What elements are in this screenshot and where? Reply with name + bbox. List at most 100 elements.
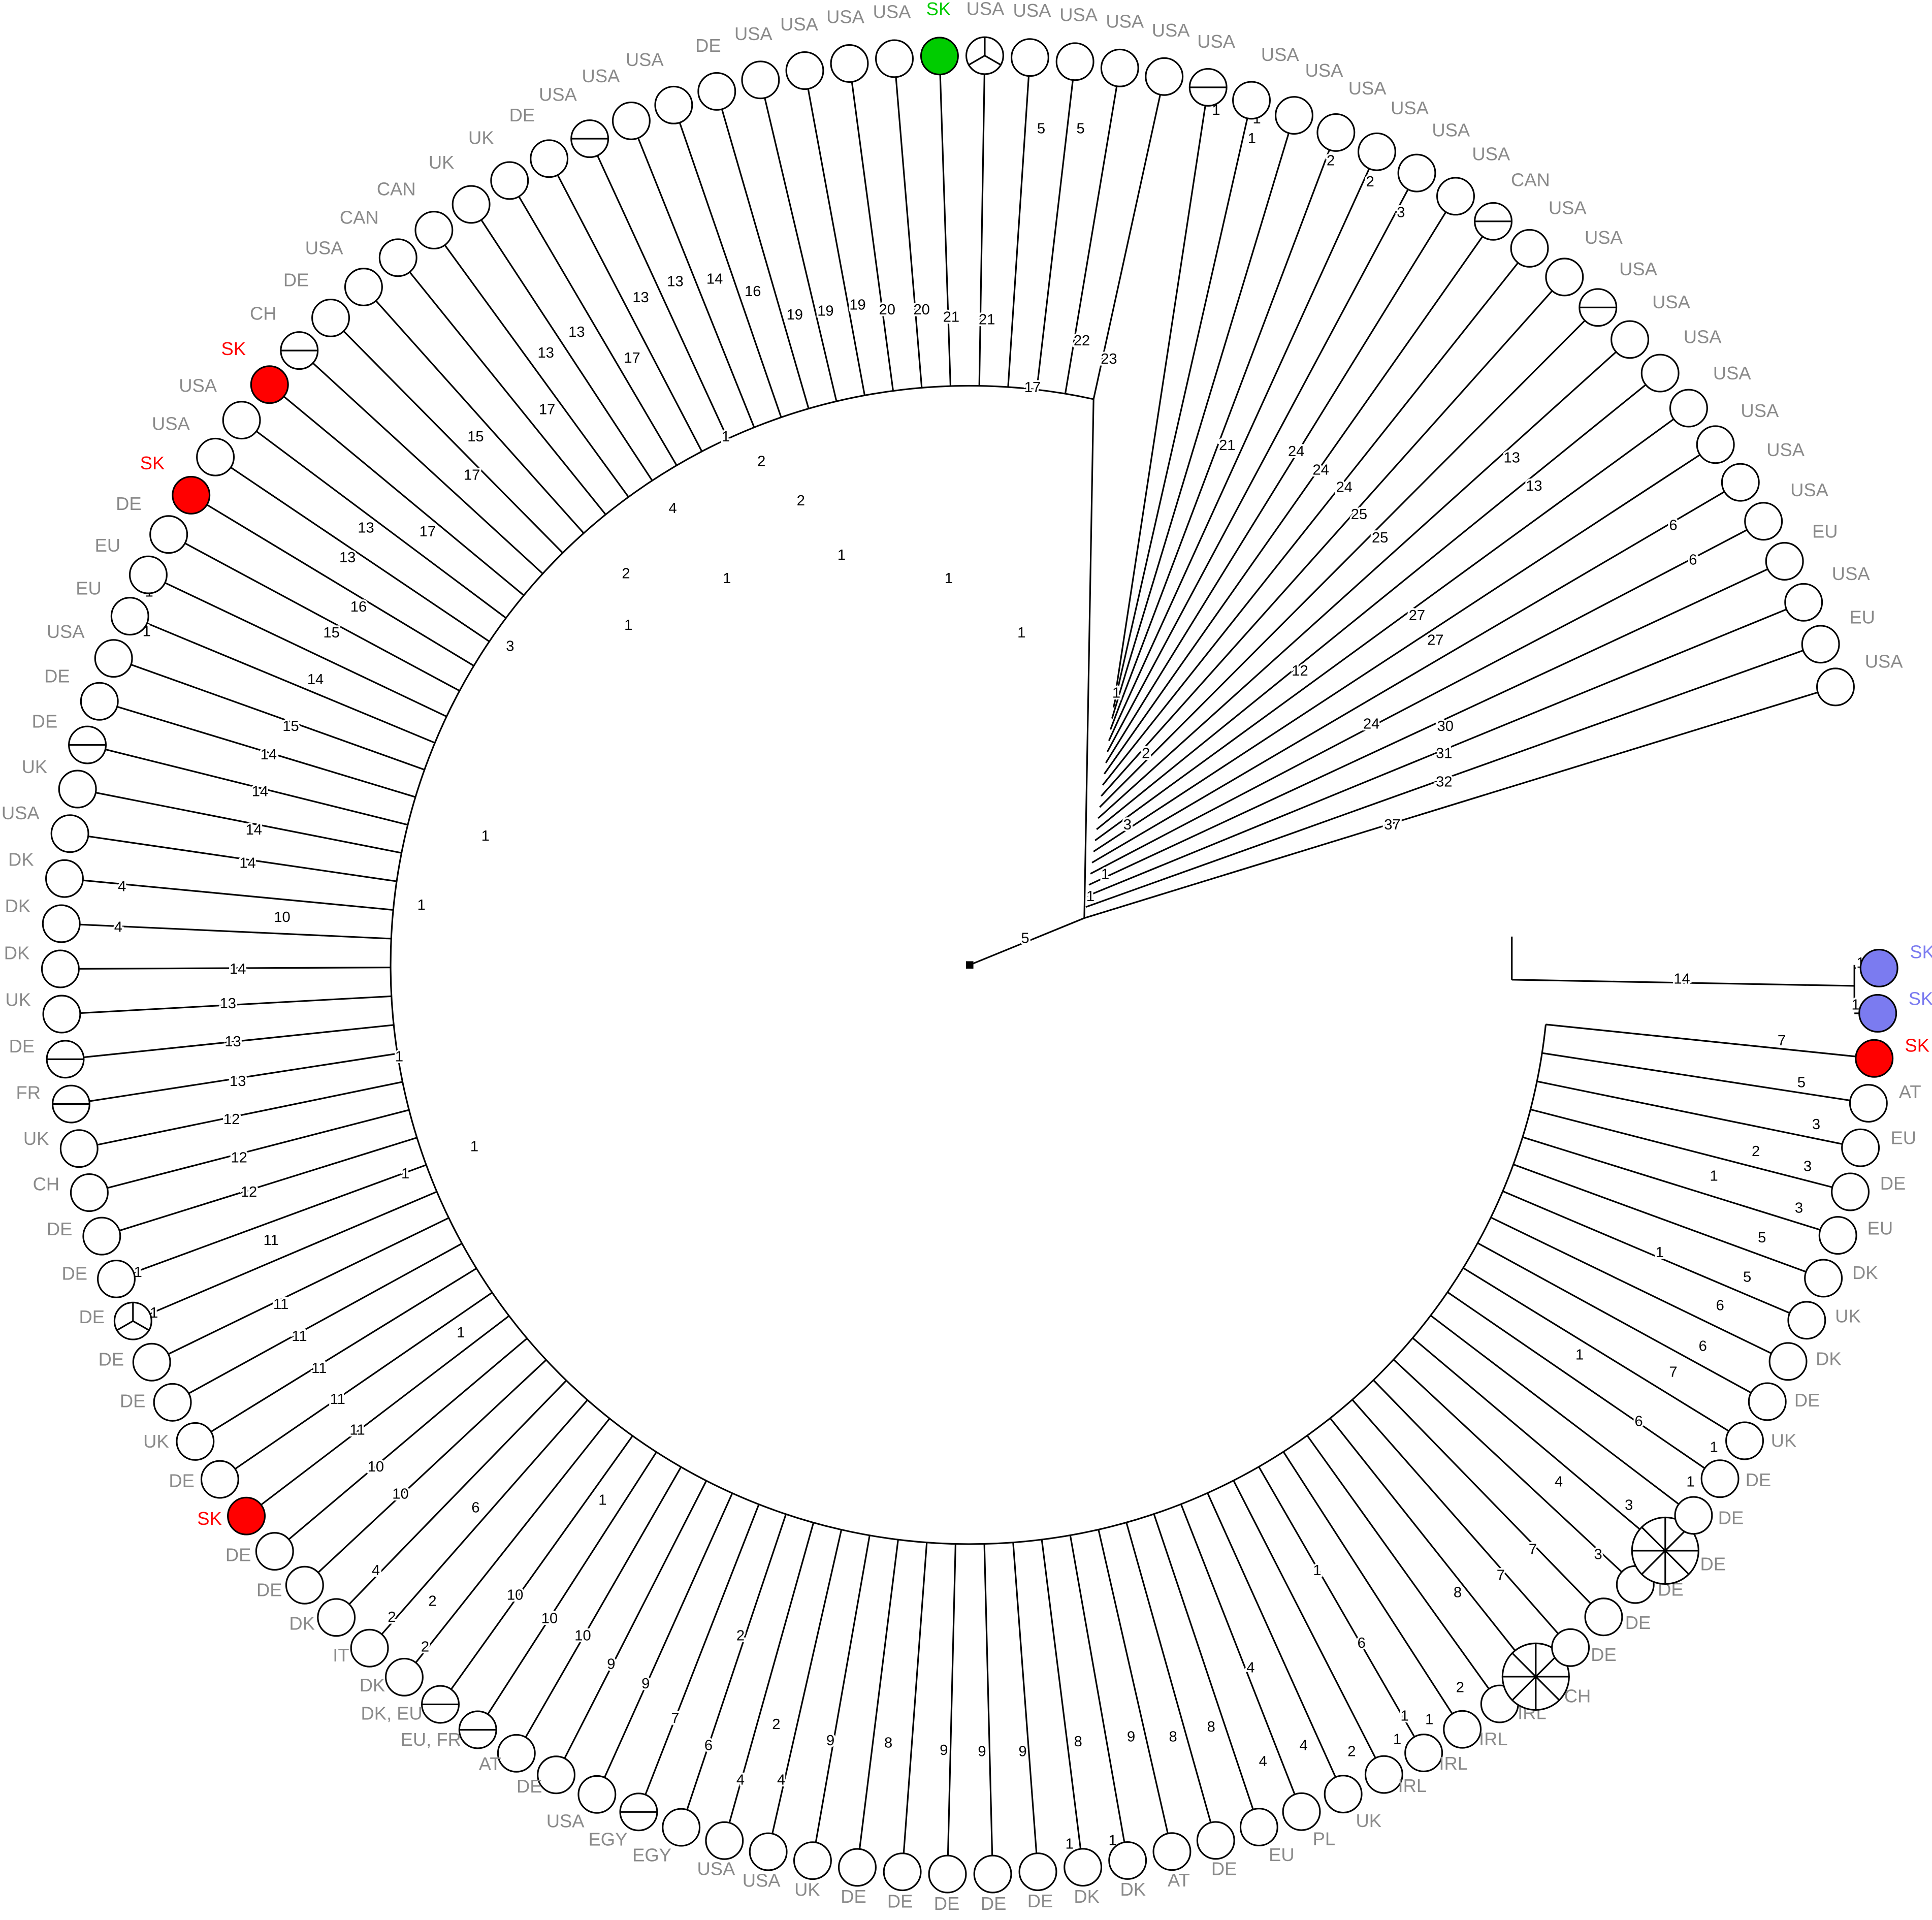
branch [215,456,490,643]
leaf: USA [179,375,261,440]
node-divider [1641,1550,1666,1575]
branch [893,58,923,388]
leaf-node [838,1848,877,1887]
branch [99,700,416,798]
leaf: CH [33,1173,109,1212]
branch [1094,407,1689,841]
leaf: DE [226,1532,294,1571]
leaf: DE [32,711,107,764]
branch [71,1052,398,1105]
edge-label: 24 [1363,716,1379,732]
edge-label: 24 [1288,443,1304,460]
leaf-label: UK [468,127,494,148]
edge-label: 8 [1207,1719,1215,1735]
leaf-node [200,1460,239,1499]
leaf-label: USA [1619,259,1658,279]
branch [1087,601,1804,897]
branch [61,995,392,1015]
leaf-node [785,51,824,90]
leaf-node [1196,1821,1235,1860]
branch [1108,151,1378,741]
leaf-label: EU [76,578,102,598]
leaf: USA [546,1775,617,1832]
leaf-node [1744,502,1783,541]
leaf-node [654,85,693,124]
branches [60,55,1879,1874]
leaf-node [1721,463,1760,502]
node-divider [1511,1652,1536,1678]
branch [848,63,894,391]
leaf-label: EU [1867,1218,1893,1239]
edge-label: 14 [246,822,262,838]
leaf: SK [1859,942,1932,987]
leaf: USA [1188,31,1236,107]
leaf: USA [1145,20,1190,96]
leaf-node [1364,1755,1403,1794]
edge-label: 1 [1393,1731,1401,1747]
leaf-label: DE [1794,1390,1820,1411]
branch [1102,247,1530,786]
leaf-label: EGY [632,1845,671,1866]
leaf-node [50,814,89,853]
branch [1282,1451,1463,1730]
edge-label: 10 [392,1486,408,1502]
leaf: SK [920,0,959,76]
edge-label: 1 [1313,1562,1321,1579]
leaf-node [149,515,188,554]
leaf: UK [468,127,529,200]
leaf-label: EU [1812,521,1838,542]
leaf: SK [1855,1035,1930,1078]
leaf-node [875,39,914,78]
edge-label: 37 [1384,817,1400,833]
leaf: DK, EU [361,1685,460,1724]
leaf: USA [1055,5,1098,81]
leaf-label: USA [1348,78,1387,99]
edge-label: 2 [388,1609,396,1625]
branch [767,1529,843,1852]
edge-label: 1 [1401,1708,1409,1724]
branch [1207,1492,1344,1795]
leaf: USA [697,1821,744,1879]
leaf-label: DE [1880,1173,1906,1194]
edge-label: 7 [1529,1542,1537,1558]
branch [133,1191,437,1322]
branch [1412,1337,1666,1552]
node-divider [133,1320,150,1331]
leaf: DE [79,1301,152,1340]
leaf-label: CAN [377,179,416,200]
leaf-label: USA [539,84,577,105]
leaf: USA [965,0,1005,75]
edge-label: 6 [471,1499,479,1516]
edge-label: 2 [1456,1679,1464,1695]
edge-label: 1 [1109,1832,1117,1848]
edge-label: 13 [1526,478,1542,494]
edge-label: 7 [1497,1567,1505,1584]
branch [274,1337,528,1552]
leaf-label: USA [1059,5,1098,25]
leaf-node [97,1259,136,1298]
leaf-node [378,238,417,277]
leaf: DE [1551,1628,1617,1667]
leaf-node [41,949,80,988]
branch [1233,1480,1385,1775]
leaf-label: EU [1891,1127,1917,1148]
leaf: EU [1818,1216,1893,1255]
branch [336,1380,567,1618]
edge-label: 13 [230,1073,246,1090]
leaf: EU, FR [401,1710,497,1750]
leaf-label: UK [794,1879,820,1900]
leaf-node [317,1598,356,1637]
leaf: IRL [1404,1734,1468,1774]
edge-label: 12 [1292,663,1308,679]
branch [589,138,729,439]
branch [1511,979,1855,987]
edge-label: 1 [723,570,731,587]
leaf-node [611,101,651,140]
node-divider [1535,1676,1560,1701]
leaf-node [1145,57,1184,96]
leaf-label: CH [250,303,277,324]
leaf-label: SK [1905,1035,1930,1055]
leaf-label: DE [99,1349,124,1370]
edge-label: 8 [884,1735,892,1751]
leaf-label: DE [9,1036,35,1057]
